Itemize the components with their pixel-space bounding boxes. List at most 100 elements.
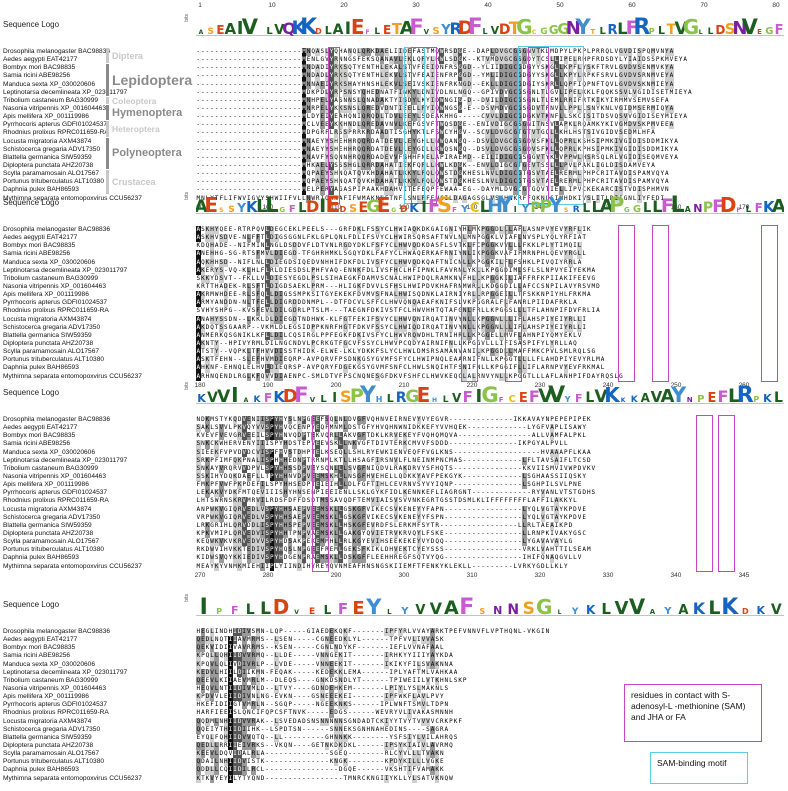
ruler-tick: 80 [772, 2, 780, 9]
logo-letter: Y [663, 606, 672, 616]
logo-letter: K [292, 17, 308, 36]
species-name: Scylla paramamosain ALO17567 [3, 750, 100, 758]
sequence-logo-label: Sequence Logo [3, 20, 60, 29]
logo-letter: L [728, 385, 740, 404]
species-list: Drosophila melanogaster BAC98836 Aedes ae… [3, 226, 142, 381]
logo-letter: L [585, 390, 594, 404]
contact-residue-box [312, 415, 329, 572]
logo-letter: F [294, 383, 308, 404]
logo-letter: L [658, 24, 665, 36]
species-name: Blattella germanica SIW59359 [3, 331, 92, 339]
logo-letter: Y [400, 606, 409, 616]
species-name: Samia ricini ABE98256 [3, 250, 71, 258]
ruler-tick: 150 [602, 203, 614, 211]
contact-residue-box [411, 47, 437, 204]
logo-letter: I [345, 19, 351, 36]
logo-letter: L [699, 29, 703, 36]
logo-letter: S [432, 26, 439, 36]
logo-letter: N [693, 202, 702, 214]
logo-letter: A [333, 22, 344, 36]
species-name: Nasonia vitripennis XP_001604463 [3, 104, 107, 112]
sequence-logo-label: Sequence Logo [3, 198, 60, 207]
logo-letter: K [763, 392, 772, 404]
logo-letter: Y [571, 607, 579, 616]
species-name: Pyrrhocoris apterus GDFI01024537 [3, 489, 108, 497]
logo-letter: V [629, 595, 646, 616]
logo-letter: P [703, 200, 713, 214]
logo-letter: F [365, 29, 369, 36]
logo-letter: D [458, 17, 474, 36]
logo-letter: K [273, 388, 286, 404]
logo-letter: V [538, 385, 553, 404]
logo-letter: E [417, 383, 431, 404]
species-name: Bombyx mori BAC98835 [3, 242, 76, 250]
logo-letter: L [483, 27, 488, 36]
logo-letter: D [715, 23, 725, 36]
logo-letter: E [757, 28, 762, 36]
species-name: Leptinotarsa decemlineata XP_023011797 [3, 88, 128, 96]
logo-letter: D [400, 205, 407, 214]
species-name: Tribolium castaneum BAG30999 [3, 96, 99, 104]
species-name: Drosophila melanogaster BAC98836 [3, 48, 111, 55]
logo-letter: L [443, 395, 449, 404]
ruler-tick: 30 [412, 2, 420, 9]
species-name: Blattella germanica SIW59359 [3, 733, 92, 741]
species-name: Diploptera punctata AHZ20738 [3, 741, 94, 749]
logo-letter: A [196, 197, 209, 214]
logo-letter: I [231, 383, 238, 404]
logo-letter: F [718, 387, 729, 404]
ruler-tick: 190 [262, 381, 274, 389]
logo-letter: E [204, 193, 218, 214]
species-name: Manduca sexta XP_030020606 [3, 448, 96, 456]
logo-letter: A [678, 603, 688, 616]
logo-letter: S [564, 207, 568, 214]
ruler-tick: 250 [670, 381, 682, 389]
logo-letter: P [530, 200, 540, 214]
logo-letter: Y [460, 204, 469, 214]
logo-letter: F [452, 206, 457, 214]
contact-residue-box [618, 225, 635, 382]
logo-letter: D [340, 205, 347, 214]
species-name: Aedes aegypti EAT42177 [3, 234, 78, 242]
bits-axis-label: bits [184, 382, 190, 390]
logo-letter: F [289, 204, 296, 214]
legend-sam-motif-text: SAM-binding motif [657, 758, 727, 768]
species-name: Apis mellifera XP_001119986 [3, 113, 89, 121]
logo-letter: V [424, 28, 430, 36]
sequence-logo: AE S S Y KLL G F L D I E D S EGE G D K I FS F Y C LHY I Y PPY S R L L… [196, 193, 784, 214]
sequence-logo-label: Sequence Logo [3, 600, 60, 609]
logo-letter: I [332, 391, 337, 404]
species-name: Leptinotarsa decemlineata XP_023011797 [3, 668, 128, 676]
bits-axis-label: bits [184, 14, 190, 22]
logo-letter: A [199, 29, 204, 36]
logo-letter: V [207, 390, 218, 404]
logo-letter: L [746, 205, 752, 214]
ruler-tick: 120 [398, 203, 410, 211]
logo-letter: K [197, 392, 206, 404]
logo-letter: F [736, 207, 740, 214]
logo-letter: E [383, 23, 391, 36]
ruler-tick: 170 [738, 203, 750, 211]
logo-letter: G [624, 206, 630, 214]
logo-letter: F [231, 604, 239, 616]
logo-letter: A [650, 608, 656, 616]
